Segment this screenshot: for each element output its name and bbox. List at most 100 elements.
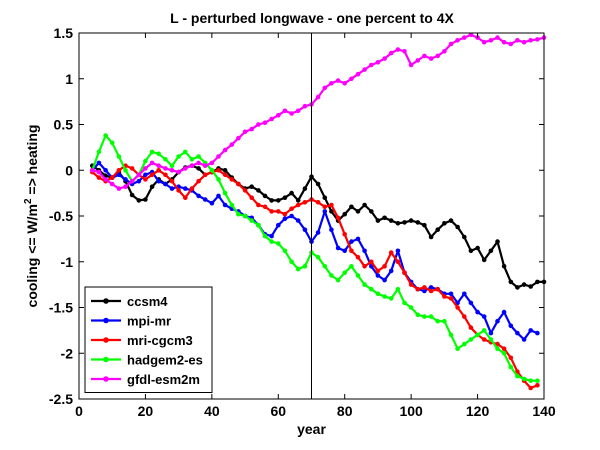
data-point	[183, 195, 188, 200]
data-point	[196, 154, 201, 159]
y-axis-label-part2: => heating	[24, 125, 40, 199]
data-point	[481, 337, 487, 342]
y-tick-label: 1	[65, 71, 73, 87]
x-tick-label: 100	[399, 403, 423, 419]
data-point	[123, 184, 128, 189]
x-tick-label: 60	[270, 403, 286, 419]
data-point	[136, 198, 142, 203]
data-point	[349, 239, 354, 244]
data-point	[289, 213, 294, 219]
data-point	[415, 312, 421, 318]
data-point	[169, 178, 175, 184]
data-point	[495, 35, 500, 40]
legend-label: ccsm4	[127, 294, 168, 309]
data-point	[116, 154, 122, 159]
data-point	[369, 286, 374, 292]
data-point	[282, 195, 288, 200]
data-point	[329, 273, 334, 278]
data-point	[116, 168, 122, 173]
data-point	[129, 166, 135, 171]
data-point	[129, 192, 135, 198]
data-point	[136, 178, 142, 184]
data-point	[468, 32, 474, 38]
data-point	[435, 286, 441, 292]
data-point	[382, 56, 387, 61]
y-axis-label-part1: cooling <= W/m	[24, 204, 40, 307]
data-point	[388, 250, 394, 255]
data-point	[256, 122, 261, 127]
y-axis-label: cooling <= W/m2 => heating	[23, 125, 40, 308]
data-point	[448, 218, 454, 223]
data-point	[388, 296, 394, 301]
data-point	[156, 163, 161, 168]
plot-area	[90, 32, 547, 399]
data-point	[528, 378, 533, 384]
data-point	[402, 300, 407, 306]
data-point	[242, 188, 248, 193]
data-point	[362, 282, 367, 287]
data-point	[462, 291, 467, 297]
data-point	[395, 221, 401, 226]
data-point	[176, 188, 181, 193]
data-point	[129, 178, 135, 184]
data-point	[535, 383, 540, 388]
data-point	[322, 204, 328, 210]
data-point	[521, 282, 527, 287]
data-point	[196, 193, 201, 199]
data-point	[468, 325, 474, 330]
data-point	[448, 296, 454, 301]
series-mri-cgcm3	[90, 163, 540, 391]
data-point	[123, 168, 128, 173]
legend-item: hadgem2-es	[91, 353, 203, 368]
data-point	[362, 202, 367, 208]
data-point	[295, 108, 301, 114]
data-point	[269, 233, 274, 239]
legend-label: gfdl-esm2m	[127, 372, 200, 387]
data-point	[236, 135, 241, 141]
series-hadgem2-es	[90, 133, 540, 384]
y-tick-label: -1.5	[49, 300, 73, 316]
data-point	[209, 200, 215, 206]
data-point	[382, 264, 387, 269]
y-tick-label: -0.5	[49, 208, 73, 224]
data-point	[143, 158, 148, 164]
legend-label: hadgem2-es	[127, 353, 203, 368]
data-point	[355, 209, 361, 214]
data-point	[329, 209, 334, 214]
data-point	[156, 151, 161, 157]
data-point	[183, 149, 188, 155]
data-point	[335, 78, 341, 83]
data-point	[422, 288, 427, 294]
x-tick-label: 120	[466, 403, 490, 419]
data-point	[96, 169, 102, 175]
data-point	[216, 154, 221, 159]
data-point	[435, 318, 441, 324]
data-point	[282, 211, 288, 217]
data-point	[355, 236, 361, 242]
data-point	[249, 218, 254, 223]
data-point	[442, 318, 447, 324]
data-point	[196, 166, 201, 171]
data-point	[169, 186, 175, 191]
legend-swatch-marker	[103, 317, 109, 324]
data-point	[428, 56, 434, 61]
y-axis-label-superscript: 2	[23, 198, 34, 204]
legend: ccsm4 mpi-mr mri-cgcm3 hadgem2-es gfdl-esm2m	[84, 286, 213, 393]
data-point	[269, 239, 274, 244]
data-point	[462, 314, 467, 319]
data-point	[256, 202, 261, 208]
legend-swatch-marker	[103, 298, 109, 304]
legend-item: ccsm4	[91, 294, 168, 309]
y-axis: -2.5 -2 -1.5 -1 -0.5 0 0.5 1 1.5	[49, 25, 544, 407]
data-point	[169, 163, 175, 168]
data-point	[455, 38, 460, 43]
data-point	[329, 202, 334, 208]
data-point	[282, 216, 288, 221]
data-point	[163, 166, 168, 171]
data-point	[262, 193, 268, 199]
data-point	[462, 35, 467, 40]
data-point	[495, 318, 500, 324]
data-point	[249, 195, 254, 200]
data-point	[508, 279, 514, 285]
legend-item: mri-cgcm3	[91, 333, 193, 348]
